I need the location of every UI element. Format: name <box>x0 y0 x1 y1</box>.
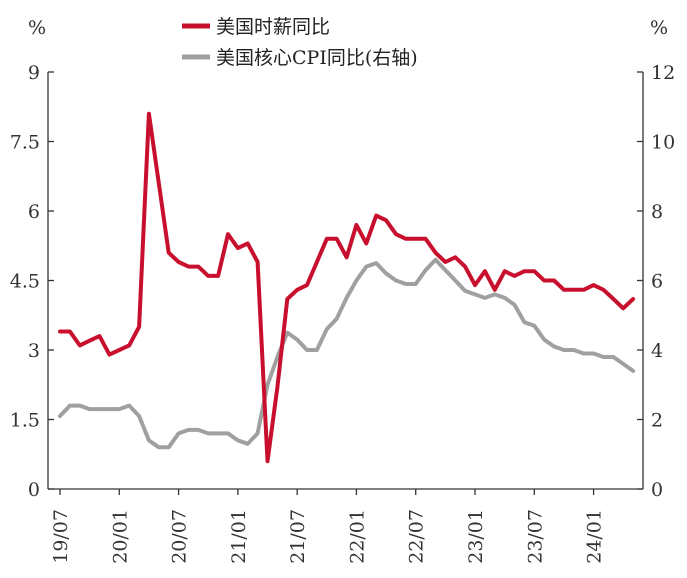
legend-label-core-cpi: 美国核心CPI同比(右轴) <box>216 47 418 69</box>
right-tick-label: 4 <box>651 340 663 362</box>
left-tick-label: 7.5 <box>10 132 40 154</box>
legend: 美国时薪同比 美国核心CPI同比(右轴) <box>182 16 418 69</box>
x-tick-label: 21/07 <box>287 509 309 564</box>
x-tick-label: 20/07 <box>169 509 191 564</box>
x-tick-label: 21/01 <box>228 509 250 564</box>
x-tick-label: 22/07 <box>406 509 428 564</box>
x-tick-label: 20/01 <box>109 509 131 564</box>
right-tick-label: 0 <box>651 479 663 501</box>
right-tick-label: 6 <box>651 271 663 293</box>
x-tick-label: 22/01 <box>346 509 368 564</box>
x-tick-label: 19/07 <box>50 509 72 564</box>
axes: 0 1.5 3 4.5 6 7.5 9 0 2 4 6 8 10 12 19/07 20/01 20/07 21/… <box>10 62 675 564</box>
left-tick-label: 6 <box>28 201 40 223</box>
legend-label-wage: 美国时薪同比 <box>216 16 330 38</box>
left-tick-label: 0 <box>28 479 40 501</box>
legend-item-core-cpi: 美国核心CPI同比(右轴) <box>182 47 418 69</box>
series-layer <box>58 111 636 464</box>
x-tick-label: 23/01 <box>465 509 487 564</box>
legend-item-wage: 美国时薪同比 <box>182 16 330 38</box>
left-tick-label: 3 <box>28 340 40 362</box>
series-line-wage <box>58 111 636 464</box>
x-tick-label: 24/01 <box>584 509 606 564</box>
right-unit-label: % <box>650 17 668 39</box>
series-line-core-cpi <box>58 257 636 450</box>
left-tick-label: 1.5 <box>10 410 40 432</box>
left-unit-label: % <box>28 17 46 39</box>
left-tick-label: 9 <box>28 62 40 84</box>
right-tick-label: 12 <box>651 62 675 84</box>
left-tick-label: 4.5 <box>10 271 40 293</box>
x-tick-label: 23/07 <box>524 509 546 564</box>
right-tick-label: 10 <box>651 132 675 154</box>
right-tick-label: 8 <box>651 201 663 223</box>
right-tick-label: 2 <box>651 410 663 432</box>
